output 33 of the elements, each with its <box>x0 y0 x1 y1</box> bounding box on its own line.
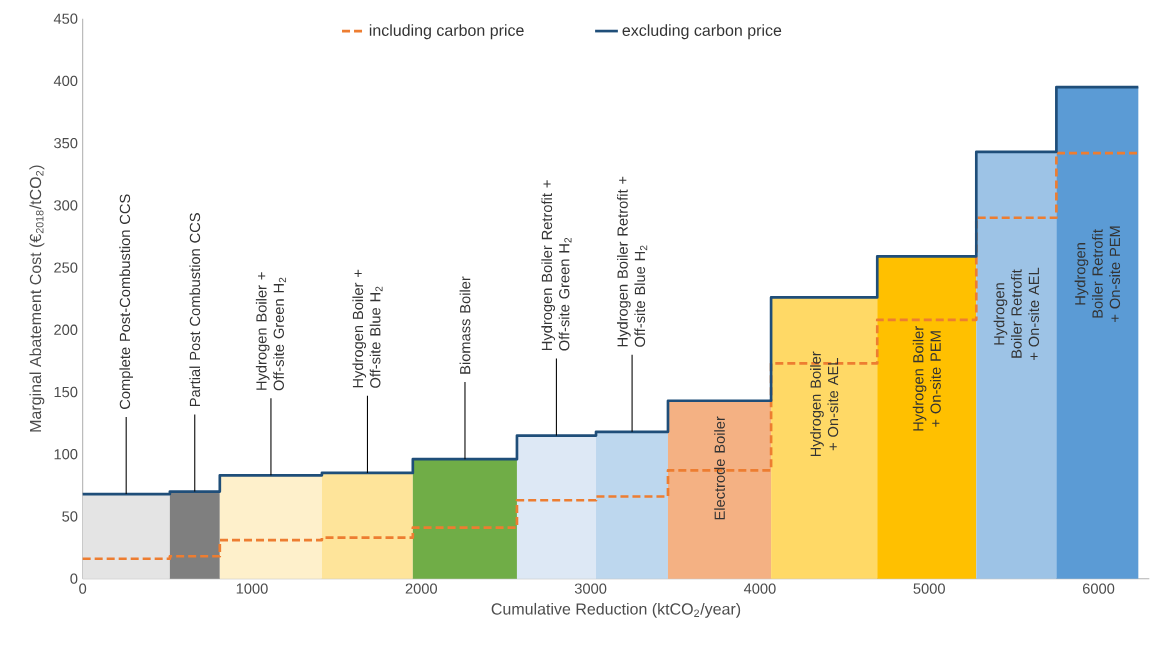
x-tick-label: 2000 <box>405 583 438 594</box>
y-tick-label: 150 <box>54 386 78 398</box>
y-tick-label: 200 <box>54 324 78 335</box>
annotation: Hydrogen Boiler + On-site PEM <box>912 325 941 431</box>
y-tick-label: 50 <box>62 511 78 522</box>
annotation: Biomass Boiler <box>459 276 471 374</box>
y-tick-label: 400 <box>53 75 78 86</box>
annotation: Hydrogen Boiler Retrofit + Off-site Blue H$_{2}$ <box>617 176 648 347</box>
legend-label: excluding carbon price <box>622 24 782 40</box>
annotation: Hydrogen Boiler + On-site AEL <box>810 351 839 456</box>
y-axis-title: Marginal Abatement Cost (€$_{2018}$/tCO$_{2}$) <box>29 165 45 432</box>
x-tick-label: 6000 <box>1082 583 1115 594</box>
y-tick-label: 250 <box>54 262 78 273</box>
y-tick-label: 300 <box>54 200 78 211</box>
x-tick-label: 3000 <box>574 583 607 594</box>
annotation: Partial Post Combustion CCS <box>189 212 201 406</box>
annotation: Hydrogen Boiler Retrofit + Off-site Green H$_{2}$ <box>541 180 572 351</box>
annotation: Hydrogen Boiler Retrofit + On-site PEM <box>1074 226 1121 322</box>
y-tick-label: 450 <box>53 13 78 24</box>
x-tick-label: 1000 <box>236 583 268 594</box>
annotation: Complete Post-Combustion CCS <box>119 194 134 409</box>
annotation: Hydrogen Boiler Retrofit + On-site AEL <box>993 267 1040 360</box>
x-tick-label: 5000 <box>913 583 945 594</box>
y-tick-label: 350 <box>54 137 78 149</box>
y-tick-label: 100 <box>54 448 78 460</box>
annotation: Electrode Boiler <box>714 416 725 520</box>
y-tick-label: 0 <box>70 573 78 584</box>
legend-label: including carbon price <box>369 24 524 40</box>
x-axis-title: Cumulative Reduction (ktCO$_{2}$/year) <box>491 602 741 618</box>
x-tick-label: 0 <box>79 583 87 594</box>
annotation: Hydrogen Boiler + Off-site Blue H$_{2}$ <box>352 269 383 388</box>
x-tick-label: 4000 <box>743 583 776 594</box>
annotation: Hydrogen Boiler + Off-site Green H$_{2}$ <box>255 272 287 391</box>
